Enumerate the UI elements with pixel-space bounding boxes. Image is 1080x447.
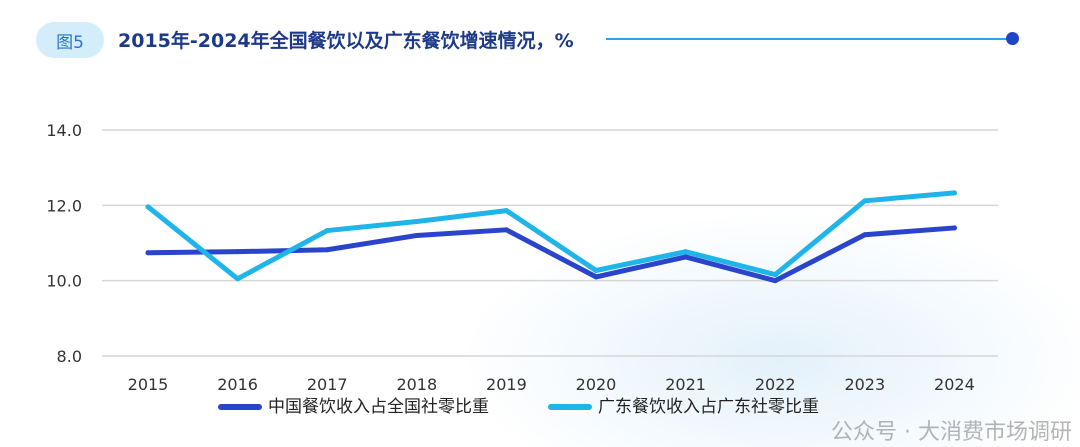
data-point — [324, 247, 330, 253]
data-point — [862, 198, 868, 204]
x-tick-label: 2023 — [844, 375, 885, 394]
chart-title: 2015年-2024年全国餐饮以及广东餐饮增速情况，% — [118, 30, 574, 52]
figure-badge: 图5 — [36, 22, 104, 58]
watermark: 公众号 · 大消费市场调研 — [831, 420, 1072, 445]
legend-swatch — [548, 404, 592, 410]
y-tick-label: 12.0 — [46, 196, 82, 215]
data-point — [414, 232, 420, 238]
data-point — [683, 249, 689, 255]
x-tick-label: 2022 — [755, 375, 796, 394]
data-point — [862, 232, 868, 238]
x-tick-label: 2024 — [934, 375, 975, 394]
legend-item-national: 中国餐饮收入占全国社零比重 — [218, 397, 489, 417]
y-tick-label: 10.0 — [46, 272, 82, 291]
x-tick-label: 2017 — [307, 375, 348, 394]
data-point — [145, 204, 151, 210]
data-point — [235, 249, 241, 255]
data-point — [772, 272, 778, 278]
title-rule-dot — [1006, 32, 1019, 45]
data-point — [593, 274, 599, 280]
legend-swatch — [218, 404, 262, 410]
data-point — [772, 278, 778, 284]
y-tick-label: 8.0 — [57, 347, 82, 366]
title-rule — [606, 38, 1010, 40]
legend-item-guangdong: 广东餐饮收入占广东社零比重 — [548, 397, 819, 417]
data-point — [951, 190, 957, 196]
data-point — [503, 227, 509, 233]
data-point — [951, 225, 957, 231]
y-tick-label: 14.0 — [46, 121, 82, 140]
data-point — [593, 267, 599, 273]
data-point — [235, 276, 241, 282]
data-point — [324, 228, 330, 234]
data-point — [145, 250, 151, 256]
legend-label: 中国餐饮收入占全国社零比重 — [268, 397, 489, 417]
x-tick-label: 2021 — [665, 375, 706, 394]
x-tick-label: 2015 — [128, 375, 169, 394]
x-tick-label: 2016 — [217, 375, 258, 394]
series-line-1 — [145, 190, 957, 282]
data-point — [683, 254, 689, 260]
data-point — [414, 219, 420, 225]
x-tick-label: 2018 — [396, 375, 437, 394]
data-point — [503, 208, 509, 214]
series-line-0 — [145, 225, 957, 284]
legend-label: 广东餐饮收入占广东社零比重 — [598, 397, 819, 417]
x-tick-label: 2019 — [486, 375, 527, 394]
x-tick-label: 2020 — [576, 375, 617, 394]
